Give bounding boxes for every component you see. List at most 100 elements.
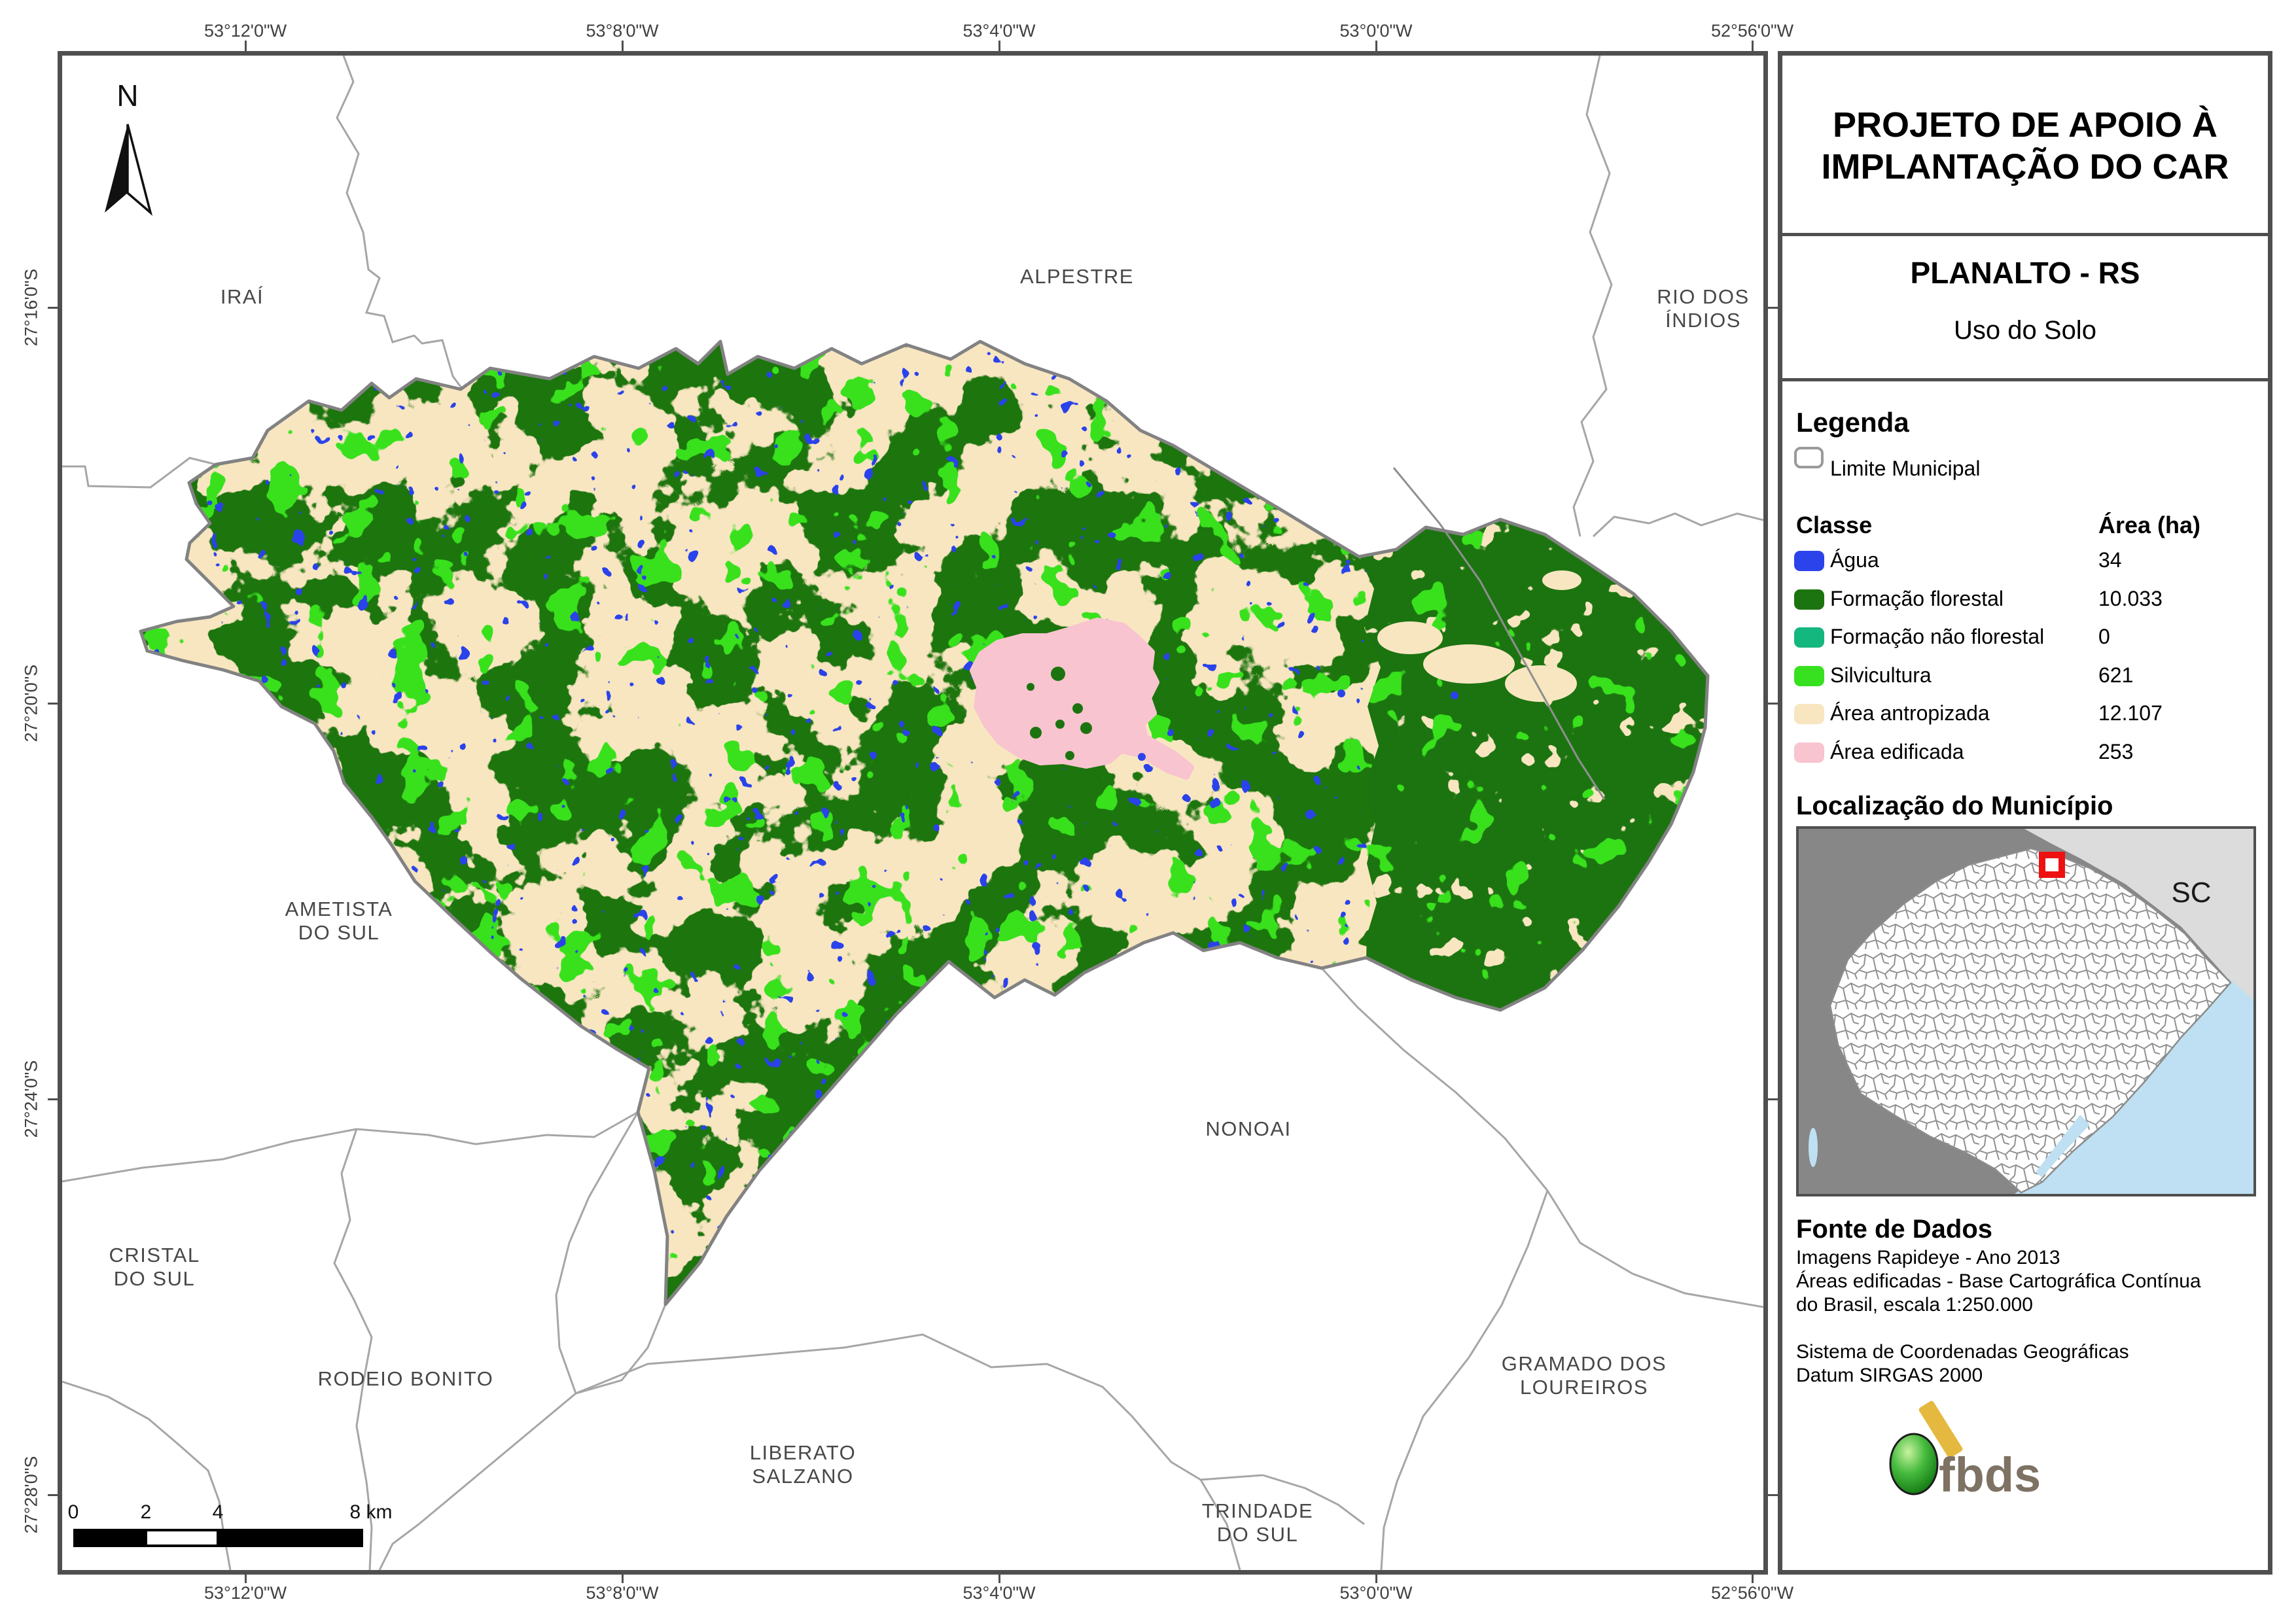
localizacao-header: Localização do Município [1796, 792, 2113, 820]
tick-top-4 [1751, 41, 1754, 56]
tick-top-1 [621, 41, 624, 56]
coord-top-3: 53°0'0"W [1339, 21, 1413, 41]
tick-top-0 [244, 41, 247, 56]
legend-area-value-3: 621 [2098, 663, 2134, 687]
inset-sc-region [2024, 829, 2253, 1000]
legend-label-2: Formação não florestal [1830, 625, 2045, 648]
inset-ocean [2015, 979, 2253, 1194]
neighbor-boundary-line-5 [575, 1304, 667, 1395]
inner-boundary-line [1392, 467, 1606, 800]
map-label-trindade-do-sul: TRINDADE DO SUL [1202, 1499, 1313, 1546]
tick-left-2 [48, 1098, 62, 1100]
neighbor-boundary-line-8 [575, 1333, 1263, 1481]
coord-left-0: 27°16'0"S [21, 268, 41, 347]
legend-header: Legenda [1796, 407, 1909, 438]
coord-top-1: 53°8'0"W [586, 21, 659, 41]
map-frame: IRAÍ ALPESTRE RIO DOS ÍNDIOS AMETISTA DO SUL N… [58, 51, 1768, 1575]
neighbor-boundary-line-1 [1572, 56, 1613, 537]
legend-swatch-3 [1794, 665, 1824, 686]
tick-right-3 [1768, 1493, 1779, 1496]
scalebar [73, 1529, 363, 1547]
coord-bottom-1: 53°8'0"W [586, 1583, 659, 1603]
limite-municipal-swatch [1794, 447, 1824, 468]
legend-label-5: Área edificada [1830, 739, 1964, 763]
fonte-lines: Imagens Rapideye - Ano 2013 Áreas edifica… [1796, 1246, 2201, 1387]
sheet-title-line1: PROJETO DE APOIO À [1832, 105, 2218, 145]
logo-gold-bar [1918, 1401, 1963, 1458]
map-type: Uso do Solo [1954, 316, 2096, 345]
tick-right-2 [1768, 1098, 1779, 1100]
legend-area-value-4: 12.107 [2098, 701, 2163, 725]
map-label-rodeio-bonito: RODEIO BONITO [318, 1367, 494, 1390]
map-label-alpestre: ALPESTRE [1020, 265, 1134, 288]
coord-bottom-0: 53°12'0"W [203, 1583, 287, 1603]
rs-state-inset-map: SC [1799, 829, 2253, 1194]
coord-top-4: 52°56'0"W [1710, 21, 1794, 41]
legend-swatch-1 [1794, 589, 1824, 610]
inset-west-lagoon [1809, 1128, 1818, 1167]
logo-green-sphere [1889, 1433, 1939, 1495]
panel-divider-1 [1782, 233, 2268, 236]
coord-top-2: 53°4'0"W [963, 21, 1036, 41]
coord-left-1: 27°20'0"S [21, 664, 41, 742]
legend-col-classe: Classe [1796, 512, 1873, 538]
municipality-name: PLANALTO - RS [1910, 256, 2140, 290]
tick-left-0 [48, 306, 62, 309]
north-arrow: N [105, 79, 153, 216]
neighbor-boundary-line-6 [555, 1111, 639, 1394]
legend-area-value-1: 10.033 [2098, 586, 2163, 610]
map-label-rio-dos-indios: RIO DOS ÍNDIOS [1657, 285, 1749, 332]
map-label-layer: IRAÍ ALPESTRE RIO DOS ÍNDIOS AMETISTA DO SUL N… [109, 265, 1749, 1546]
tick-right-1 [1768, 702, 1779, 705]
map-label-irai: IRAÍ [221, 285, 264, 308]
neighbor-boundary-line-11 [62, 457, 217, 489]
sheet-title: PROJETO DE APOIO À IMPLANTAÇÃO DO CAR [1782, 104, 2268, 188]
fonte-header: Fonte de Dados [1796, 1215, 1993, 1244]
tick-left-1 [48, 702, 62, 705]
legend-label-1: Formação florestal [1830, 586, 2004, 610]
tick-bottom-2 [998, 1570, 1000, 1583]
north-arrow-left-half [105, 124, 128, 213]
sc-state-label: SC [2171, 877, 2211, 909]
map-label-ametista-do-sul: AMETISTA DO SUL [285, 898, 393, 944]
tick-bottom-4 [1751, 1570, 1754, 1583]
legend-swatch-5 [1794, 742, 1824, 763]
neighbor-boundary-line-10 [1262, 1474, 1365, 1526]
info-panel: PROJETO DE APOIO À IMPLANTAÇÃO DO CAR PL… [1778, 51, 2272, 1575]
fonte-line-3 [1796, 1317, 2201, 1340]
neighbor-boundary-line-4 [1380, 1190, 1549, 1570]
neighbor-boundary-line-9 [1199, 1479, 1241, 1570]
sheet-title-line2: IMPLANTAÇÃO DO CAR [1821, 147, 2229, 186]
scalebar-label-2: 4 [212, 1501, 224, 1523]
tick-top-2 [998, 41, 1000, 56]
map-geometry-layer [62, 56, 1763, 1570]
inset-rs-municipal-cells [1829, 847, 2232, 1194]
neighbor-boundary-line-3 [1320, 967, 1763, 1308]
legend-col-area: Área (ha) [2098, 512, 2201, 538]
coord-bottom-2: 53°4'0"W [963, 1583, 1036, 1603]
scalebar-label-0: 0 [67, 1501, 79, 1523]
map-label-nonoai: NONOAI [1205, 1117, 1291, 1140]
coord-bottom-3: 53°0'0"W [1339, 1583, 1413, 1603]
legend-swatch-0 [1794, 551, 1824, 571]
north-label: N [116, 79, 138, 113]
tick-left-3 [48, 1493, 62, 1496]
inset-map-box: SC [1796, 826, 2256, 1196]
legend-area-value-2: 0 [2098, 625, 2110, 648]
fonte-line-0: Imagens Rapideye - Ano 2013 [1796, 1247, 2060, 1268]
legend-area-value-0: 34 [2098, 548, 2122, 572]
north-arrow-right-half [126, 124, 153, 216]
tick-bottom-1 [621, 1570, 624, 1583]
legend-label-0: Água [1830, 548, 1879, 572]
map-label-cristal-do-sul: CRISTAL DO SUL [109, 1244, 200, 1290]
coord-top-0: 53°12'0"W [203, 21, 287, 41]
fonte-line-2: do Brasil, escala 1:250.000 [1796, 1294, 2033, 1316]
scalebar-label-3: 8 km [349, 1501, 393, 1523]
legend-label-4: Área antropizada [1830, 701, 1990, 725]
map-label-gramado-dos-loureiros: GRAMADO DOS LOUREIROS [1502, 1352, 1667, 1399]
neighbor-boundary-line-7 [378, 1392, 576, 1570]
neighbor-boundary-line-13 [62, 1380, 232, 1570]
tick-top-3 [1375, 41, 1377, 56]
neighbor-boundary-line-2 [1592, 512, 1763, 538]
